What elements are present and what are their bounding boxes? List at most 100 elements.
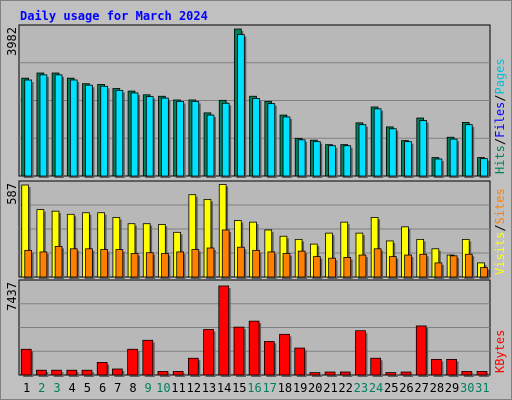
day-label-3: 3: [53, 381, 60, 395]
side-legend: Visits/Sites: [493, 188, 507, 275]
bar-kbytes-day-26-shadow: [403, 374, 413, 377]
bar-sites-day-31: [480, 267, 488, 278]
bar-files-day-3: [54, 74, 63, 177]
bar-files-day-27: [419, 120, 428, 177]
bar-sites-day-5: [85, 248, 93, 278]
day-label-25: 25: [384, 381, 398, 395]
bar-sites-day-4: [69, 248, 78, 278]
bar-kbytes-day-14: [218, 285, 230, 376]
day-label-30: 30: [460, 381, 474, 395]
y-max-label: 3982: [5, 27, 19, 56]
bar-kbytes-day-15: [233, 326, 245, 376]
bar-sites-day-26: [404, 254, 412, 278]
day-label-4: 4: [69, 381, 76, 395]
day-label-26: 26: [399, 381, 413, 395]
bar-kbytes-day-28: [431, 359, 442, 376]
bar-files-day-30: [464, 124, 473, 177]
bar-sites-day-15: [237, 246, 245, 278]
day-label-19: 19: [293, 381, 307, 395]
panel-sites-visits: 587 Visits/Sites: [5, 180, 507, 279]
bar-files-day-19: [297, 139, 306, 177]
day-label-17: 17: [262, 381, 276, 395]
bar-kbytes-day-2: [36, 369, 47, 376]
bar-sites-day-21: [328, 257, 336, 278]
bar-sites-day-3: [54, 246, 63, 278]
bar-kbytes-day-13: [203, 329, 214, 376]
bar-kbytes-day-30: [461, 371, 473, 376]
day-label-24: 24: [369, 381, 383, 395]
bar-kbytes-day-19: [294, 347, 306, 376]
bar-kbytes-day-17: [263, 341, 275, 376]
chart-title: Daily usage for March 2024: [20, 9, 208, 23]
bar-files-day-5: [85, 84, 93, 177]
x-axis-day-labels: 1 2 3 4 5 6 7 8 9 10 11 12 13 14 15 16 17 18 19 20 21 22 23 24 2…: [23, 381, 490, 395]
bar-files-day-31: [480, 158, 488, 177]
bar-kbytes-day-7: [112, 368, 123, 376]
day-label-28: 28: [430, 381, 444, 395]
legend-slash: /: [493, 138, 507, 145]
bar-sites-day-28: [434, 262, 443, 278]
bar-files-day-4: [69, 79, 78, 177]
bar-kbytes-day-8: [127, 348, 138, 376]
bar-files-day-25: [389, 128, 397, 177]
bar-sites-day-6: [100, 249, 108, 278]
bar-kbytes-day-12: [188, 357, 199, 376]
day-label-6: 6: [99, 381, 106, 395]
bar-kbytes-day-20: [309, 372, 321, 376]
bar-kbytes-day-9: [142, 339, 154, 376]
bar-files-day-14: [221, 102, 230, 177]
bar-kbytes-day-27: [415, 325, 427, 376]
bar-sites-day-10: [161, 253, 169, 278]
legend-pages: Pages: [493, 58, 507, 94]
day-label-8: 8: [129, 381, 136, 395]
bar-sites-day-24: [373, 248, 382, 278]
bar-sites-day-13: [206, 247, 215, 278]
side-legend: Hits/Files/Pages: [493, 58, 507, 174]
bar-files-day-26: [404, 141, 412, 177]
bar-files-day-21: [328, 145, 336, 177]
bar-kbytes-day-24: [370, 357, 382, 376]
bar-files-day-12: [191, 101, 200, 177]
bar-kbytes-day-10: [157, 371, 169, 376]
day-label-23: 23: [354, 381, 368, 395]
day-label-10: 10: [156, 381, 170, 395]
day-label-29: 29: [445, 381, 459, 395]
bar-kbytes-day-25-shadow: [387, 374, 398, 377]
bar-sites-day-20: [313, 256, 321, 278]
bar-sites-day-30: [464, 253, 473, 278]
panels: 3982Hits/Files/Pages587Visits/Sites7437K…: [5, 24, 507, 377]
bar-files-day-2: [39, 74, 48, 177]
bar-kbytes-day-16: [248, 320, 260, 376]
bar-kbytes-day-31: [476, 371, 488, 376]
bar-kbytes-day-1: [20, 348, 32, 376]
bar-kbytes-day-21-shadow: [327, 374, 338, 377]
bar-sites-day-29: [449, 255, 458, 278]
bar-sites-day-14: [221, 229, 230, 278]
bar-kbytes-day-3: [51, 369, 62, 376]
bar-files-day-1: [24, 79, 33, 177]
day-label-15: 15: [232, 381, 246, 395]
bar-kbytes-day-22-shadow: [342, 374, 353, 377]
side-legend: KBytes: [493, 330, 507, 373]
bar-files-day-7: [115, 89, 124, 177]
bar-files-day-18: [282, 116, 291, 177]
bar-sites-day-18: [282, 253, 291, 278]
bar-files-day-6: [100, 85, 108, 177]
legend-kbytes: KBytes: [493, 330, 507, 373]
bar-sites-day-2: [39, 251, 48, 278]
bar-sites-day-11: [176, 251, 184, 278]
bar-files-day-22: [343, 145, 352, 177]
panel-kbytes: 7437 KBytes: [5, 279, 507, 377]
day-label-12: 12: [186, 381, 200, 395]
bar-files-day-24: [373, 108, 382, 177]
day-label-13: 13: [202, 381, 216, 395]
legend-sites: Sites: [493, 188, 507, 224]
bar-sites-day-22: [343, 257, 352, 278]
bar-files-day-28: [434, 158, 443, 177]
bar-kbytes-day-25: [385, 372, 397, 376]
y-max-label: 587: [5, 183, 19, 205]
bar-files-day-16: [252, 98, 260, 177]
bar-sites-day-7: [115, 249, 124, 278]
day-label-5: 5: [84, 381, 91, 395]
